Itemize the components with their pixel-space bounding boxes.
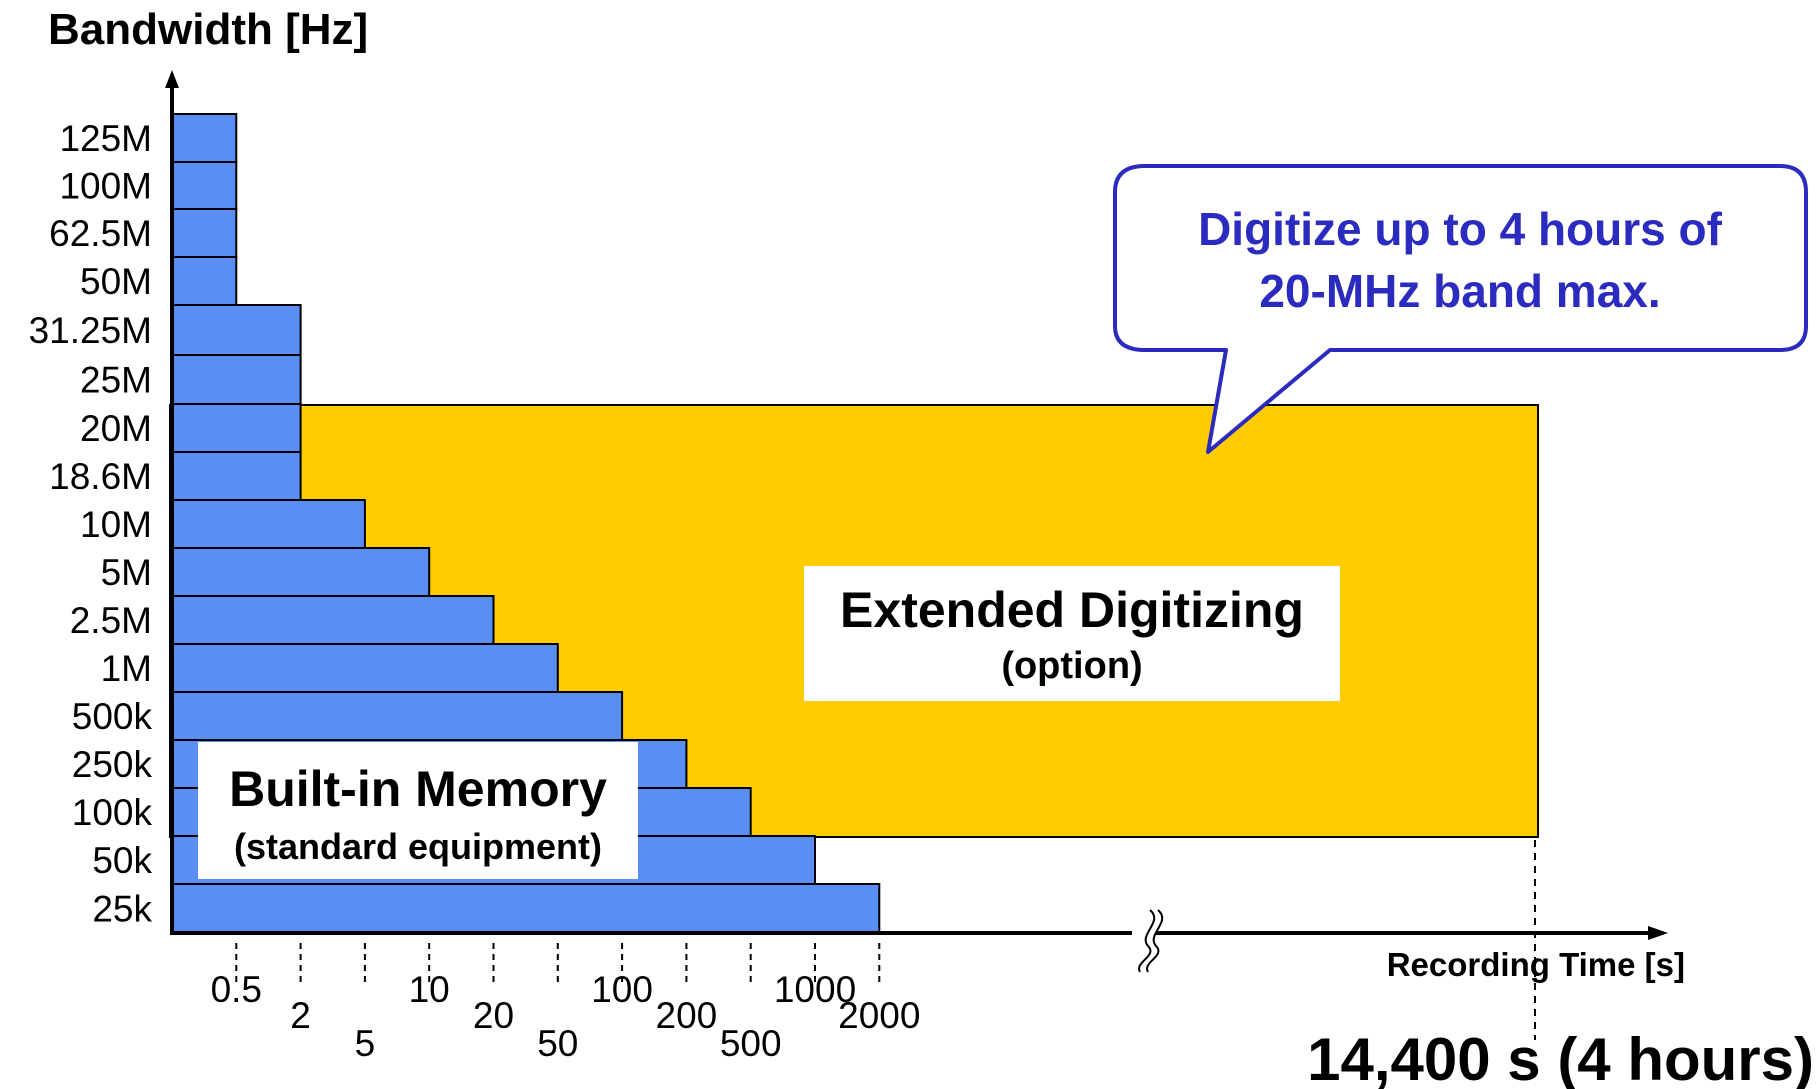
x-tick-label-0.5: 0.5 bbox=[211, 969, 262, 1010]
x-tick-label-5: 5 bbox=[355, 1023, 376, 1064]
y-label-100M: 100M bbox=[59, 166, 152, 207]
bar-25M bbox=[171, 354, 302, 405]
bar-18.6M bbox=[171, 451, 302, 501]
bar-31.25M bbox=[171, 304, 302, 356]
bar-2.5M bbox=[171, 595, 495, 645]
builtin-sublabel: (standard equipment) bbox=[234, 826, 602, 867]
bar-20M bbox=[171, 403, 302, 453]
y-label-2.5M: 2.5M bbox=[70, 600, 152, 641]
y-label-31.25M: 31.25M bbox=[29, 310, 152, 351]
extended-label: Extended Digitizing bbox=[840, 582, 1304, 638]
y-label-25k: 25k bbox=[92, 889, 152, 930]
bar-50M bbox=[171, 256, 238, 306]
y-label-10M: 10M bbox=[80, 504, 152, 545]
y-label-100k: 100k bbox=[72, 792, 153, 833]
bar-100M bbox=[171, 161, 238, 210]
builtin-label-box bbox=[198, 742, 638, 879]
x-tick-label-50: 50 bbox=[537, 1023, 578, 1064]
y-label-5M: 5M bbox=[101, 552, 152, 593]
x-tick-label-500: 500 bbox=[720, 1023, 782, 1064]
x-tick-label-200: 200 bbox=[656, 995, 718, 1036]
x-axis-arrow bbox=[1648, 926, 1668, 940]
extended-sublabel: (option) bbox=[1001, 645, 1142, 687]
callout-bubble bbox=[1113, 164, 1808, 454]
max-time-label: 14,400 s (4 hours) bbox=[1307, 1026, 1814, 1089]
x-tick-label-10: 10 bbox=[409, 969, 450, 1010]
y-axis-arrow bbox=[165, 70, 179, 88]
bar-125M bbox=[171, 113, 238, 163]
y-label-125M: 125M bbox=[59, 118, 152, 159]
x-tick-label-100: 100 bbox=[591, 969, 653, 1010]
y-label-20M: 20M bbox=[80, 408, 152, 449]
y-label-50k: 50k bbox=[92, 840, 152, 881]
y-label-18.6M: 18.6M bbox=[49, 456, 152, 497]
y-label-50M: 50M bbox=[80, 261, 152, 302]
x-tick-label-1000: 1000 bbox=[774, 969, 856, 1010]
bar-62.5M bbox=[171, 208, 238, 258]
chart-title: Bandwidth [Hz] bbox=[48, 5, 368, 54]
y-label-25M: 25M bbox=[80, 360, 152, 401]
bar-10M bbox=[171, 499, 366, 549]
axis-break-icon bbox=[1132, 908, 1164, 973]
y-label-500k: 500k bbox=[72, 696, 153, 737]
x-axis-title: Recording Time [s] bbox=[1387, 946, 1685, 983]
y-label-1M: 1M bbox=[101, 648, 152, 689]
y-label-250k: 250k bbox=[72, 744, 153, 785]
x-tick-label-20: 20 bbox=[473, 995, 514, 1036]
x-tick-label-2: 2 bbox=[290, 995, 311, 1036]
builtin-label: Built-in Memory bbox=[229, 761, 607, 817]
bar-500k bbox=[171, 691, 624, 741]
callout-line2: 20-MHz band max. bbox=[1259, 265, 1660, 317]
x-tick-label-2000: 2000 bbox=[838, 995, 920, 1036]
bar-1M bbox=[171, 643, 559, 693]
bar-25k bbox=[171, 883, 881, 934]
y-label-62.5M: 62.5M bbox=[49, 213, 152, 254]
y-tick-labels: 25k 50k 100k 250k 500k 1M 2.5M 5M 10M 18.6M 20M 25M… bbox=[29, 118, 153, 930]
bar-5M bbox=[171, 547, 431, 597]
extended-label-box bbox=[804, 566, 1340, 701]
callout-line1: Digitize up to 4 hours of bbox=[1198, 203, 1723, 255]
